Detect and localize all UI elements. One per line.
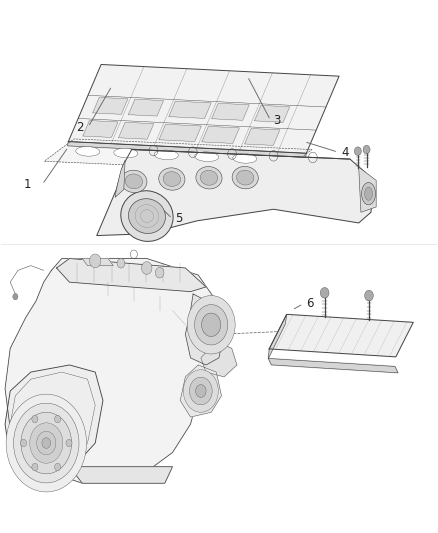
Circle shape — [32, 415, 38, 423]
Text: 2: 2 — [76, 120, 84, 134]
Ellipse shape — [200, 171, 218, 185]
Polygon shape — [254, 106, 290, 122]
Circle shape — [190, 377, 212, 405]
Polygon shape — [5, 365, 103, 476]
Circle shape — [363, 146, 370, 154]
Ellipse shape — [125, 174, 143, 189]
Polygon shape — [115, 160, 125, 197]
Polygon shape — [119, 123, 154, 139]
Ellipse shape — [364, 187, 372, 200]
Circle shape — [37, 431, 56, 455]
Circle shape — [66, 439, 72, 447]
Circle shape — [14, 403, 79, 483]
Polygon shape — [67, 142, 306, 158]
Ellipse shape — [237, 170, 254, 185]
Polygon shape — [268, 314, 287, 359]
Polygon shape — [359, 167, 376, 212]
Circle shape — [117, 259, 125, 268]
Polygon shape — [5, 259, 224, 483]
Polygon shape — [159, 124, 201, 141]
Text: 7: 7 — [381, 332, 388, 345]
Ellipse shape — [361, 182, 375, 205]
Polygon shape — [97, 150, 373, 236]
Circle shape — [194, 304, 228, 345]
Text: 3: 3 — [274, 114, 281, 127]
Circle shape — [354, 147, 361, 156]
Polygon shape — [201, 341, 237, 377]
Circle shape — [89, 254, 101, 268]
Circle shape — [21, 439, 27, 447]
Circle shape — [30, 423, 63, 463]
Polygon shape — [128, 99, 163, 116]
Polygon shape — [202, 126, 239, 143]
Polygon shape — [70, 467, 173, 483]
Text: 5: 5 — [175, 212, 183, 225]
Polygon shape — [82, 259, 113, 265]
Polygon shape — [185, 294, 224, 365]
Ellipse shape — [196, 167, 222, 189]
Polygon shape — [83, 120, 118, 138]
Ellipse shape — [195, 152, 219, 161]
Circle shape — [184, 370, 218, 412]
Ellipse shape — [128, 199, 166, 233]
Circle shape — [21, 412, 71, 474]
Text: 6: 6 — [306, 297, 314, 310]
Ellipse shape — [121, 191, 173, 241]
Ellipse shape — [76, 147, 100, 156]
Circle shape — [201, 313, 221, 336]
Circle shape — [187, 295, 235, 354]
Circle shape — [42, 438, 51, 448]
Polygon shape — [44, 139, 312, 172]
Circle shape — [364, 290, 373, 301]
Polygon shape — [93, 98, 128, 114]
Circle shape — [320, 287, 329, 298]
Text: 4: 4 — [341, 146, 349, 159]
Polygon shape — [269, 314, 413, 357]
Polygon shape — [268, 359, 398, 373]
Polygon shape — [245, 128, 280, 146]
Ellipse shape — [114, 148, 138, 158]
Text: 1: 1 — [24, 178, 31, 191]
Ellipse shape — [154, 150, 178, 160]
Circle shape — [55, 463, 61, 471]
Ellipse shape — [232, 166, 258, 189]
Circle shape — [32, 463, 38, 471]
Ellipse shape — [159, 168, 185, 190]
Circle shape — [13, 294, 18, 300]
Circle shape — [196, 385, 206, 398]
Ellipse shape — [233, 154, 257, 163]
Polygon shape — [57, 259, 206, 292]
Ellipse shape — [121, 170, 147, 192]
Circle shape — [155, 268, 164, 278]
Polygon shape — [169, 101, 211, 118]
Circle shape — [6, 394, 86, 492]
Circle shape — [141, 262, 152, 274]
Polygon shape — [180, 365, 222, 417]
Polygon shape — [68, 64, 339, 154]
Polygon shape — [212, 103, 249, 120]
Ellipse shape — [163, 172, 180, 187]
Circle shape — [55, 415, 61, 423]
